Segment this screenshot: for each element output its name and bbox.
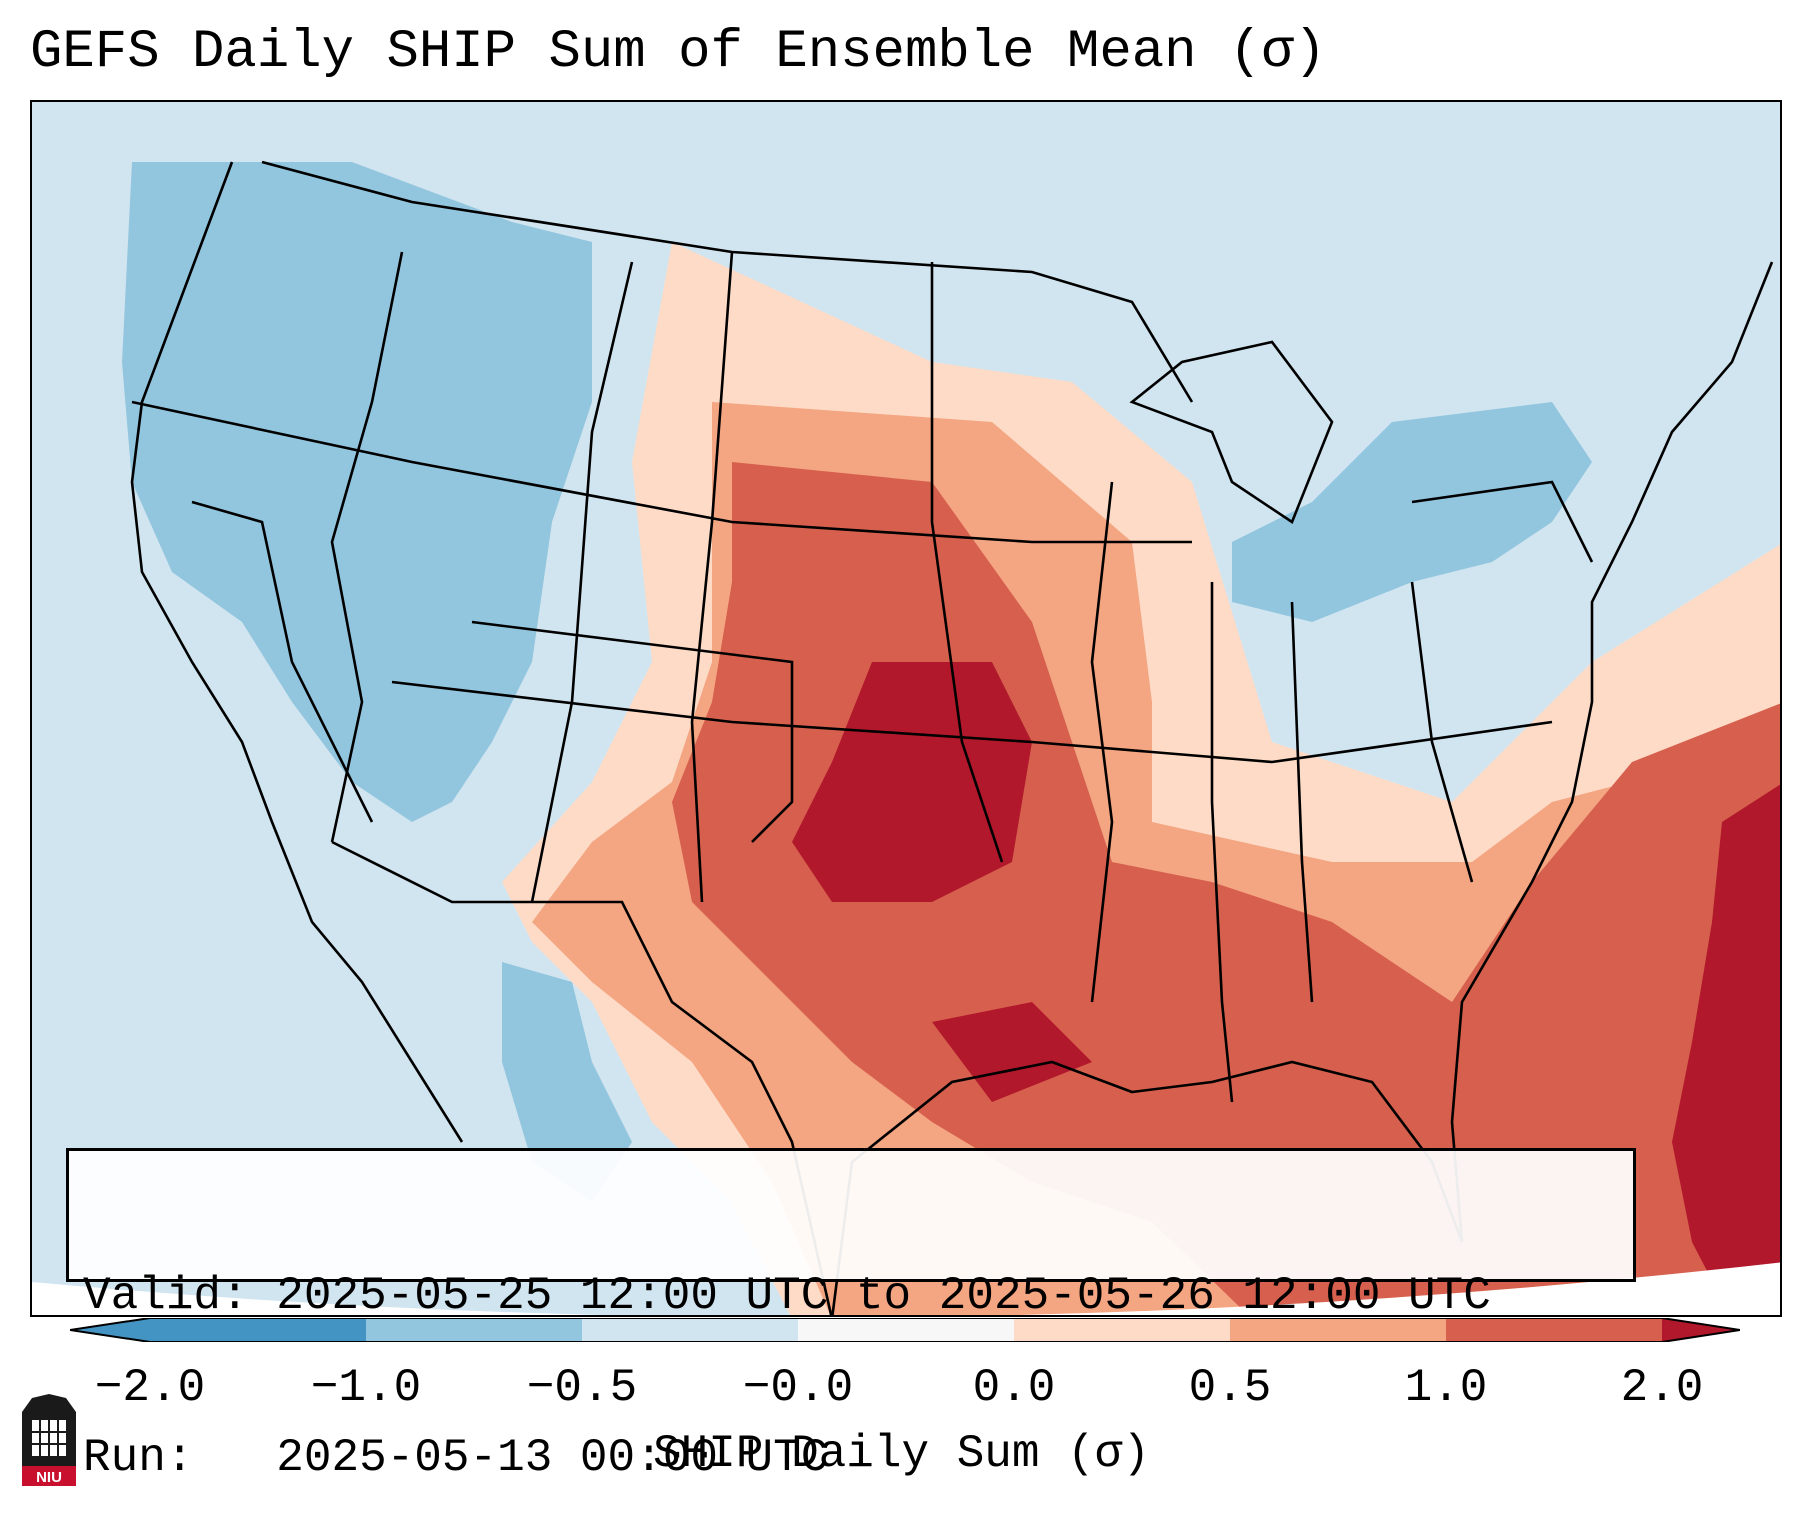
state-line-3 [330, 251, 404, 843]
projection-edge [32, 1262, 1780, 1315]
run-row: Run: 2025-05-13 00:00 UTC [83, 1431, 1619, 1485]
colorbar-tick-label: −0.0 [742, 1362, 854, 1414]
boundary-lines [130, 160, 1774, 1315]
border-us-mexico [331, 840, 833, 1315]
colorbar-tick-label: 0.5 [1188, 1362, 1272, 1414]
logo-text: NIU [36, 1469, 62, 1486]
field-region-darkred-core [792, 662, 1032, 902]
colorbar-tick-label: 0.0 [972, 1362, 1056, 1414]
state-line-8 [1210, 582, 1234, 1103]
chart-title: GEFS Daily SHIP Sum of Ensemble Mean (σ) [30, 22, 1327, 83]
border-us-canada [261, 160, 1194, 403]
colorbar-tick-label: −1.0 [310, 1362, 422, 1414]
colorbar-segment-5 [1014, 1318, 1230, 1342]
field-region-blue-northeast [1232, 402, 1592, 622]
field-region-darkred-gulf [932, 1002, 1092, 1102]
state-line-6 [930, 262, 1004, 863]
valid-value: 2025-05-25 12:00 UTC to 2025-05-26 12:00… [276, 1270, 1491, 1322]
colorbar [70, 1318, 1740, 1342]
field-region-darkred-atlantic [1672, 784, 1780, 1315]
state-line-4 [530, 261, 634, 903]
coastline-west [130, 161, 464, 1143]
colorbar-tick-label: 1.0 [1404, 1362, 1488, 1414]
colorbar-label: SHIP Daily Sum (σ) [653, 1428, 1150, 1480]
great-lakes [1129, 340, 1334, 524]
state-line-9 [1290, 601, 1314, 1003]
state-line-5 [690, 251, 734, 903]
state-line-13 [191, 500, 374, 823]
colorbar-segment-3 [582, 1318, 798, 1342]
map-canvas [32, 102, 1780, 1315]
state-line-11 [1411, 480, 1594, 563]
colorbar-segment-2 [366, 1318, 582, 1342]
field-region-blue-southwest [502, 962, 632, 1202]
run-label: Run: [83, 1432, 194, 1484]
coastline-gulf [831, 1060, 1464, 1315]
state-line-12 [471, 620, 794, 843]
niu-logo: NIU [22, 1394, 76, 1486]
colorbar-segment-4 [798, 1318, 1014, 1342]
coastline-east [1450, 261, 1774, 1243]
colorbar-tick-label: −0.5 [526, 1362, 638, 1414]
field-region-blue-northwest [122, 162, 592, 822]
colorbar-segment-1 [150, 1318, 366, 1342]
run-value: 2025-05-13 00:00 UTC [276, 1432, 829, 1484]
colorbar-extend-high [1662, 1318, 1740, 1342]
valid-row: Valid: 2025-05-25 12:00 UTC to 2025-05-2… [83, 1269, 1619, 1323]
colorbar-tick-label: 2.0 [1620, 1362, 1704, 1414]
valid-time-box: Valid: 2025-05-25 12:00 UTC to 2025-05-2… [66, 1148, 1636, 1484]
colorbar-tick-label: −2.0 [94, 1362, 206, 1414]
colorbar-segment-7 [1446, 1318, 1662, 1342]
state-line-7 [1090, 481, 1114, 1003]
state-line-2 [391, 680, 1553, 764]
colorbar-extend-low [70, 1318, 150, 1342]
valid-label: Valid: [83, 1270, 249, 1322]
state-line-1 [131, 400, 1192, 544]
colorbar-segment-6 [1230, 1318, 1446, 1342]
state-line-10 [1410, 581, 1474, 883]
map-panel [30, 100, 1782, 1317]
